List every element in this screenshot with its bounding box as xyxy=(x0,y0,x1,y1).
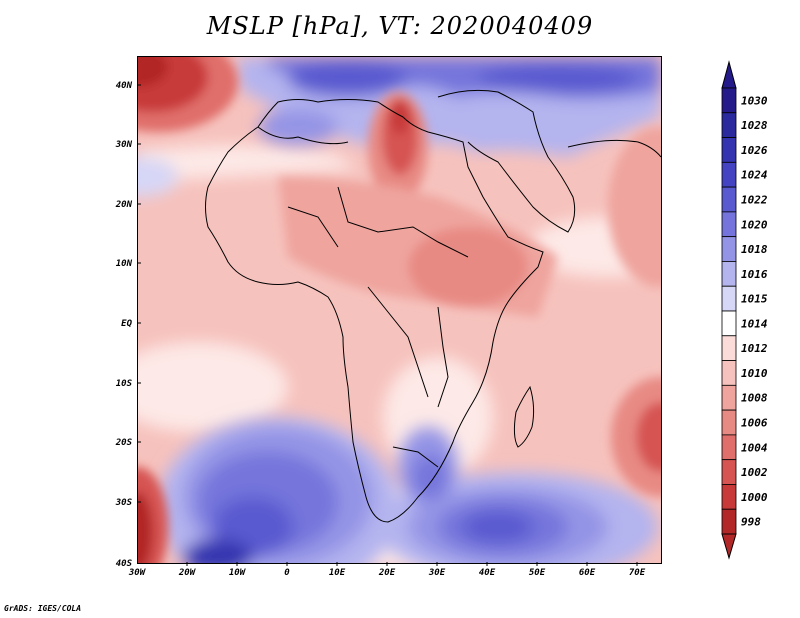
colorbar-label: 998 xyxy=(741,516,761,529)
colorbar-label: 1020 xyxy=(741,218,768,231)
colorbar-cell xyxy=(721,310,737,337)
map-panel xyxy=(137,56,662,564)
colorbar-cells xyxy=(721,87,737,535)
colorbar-cell xyxy=(721,161,737,188)
colorbar-label: 1024 xyxy=(741,169,768,182)
mslp-map xyxy=(138,57,661,563)
colorbar-label: 1018 xyxy=(741,243,768,256)
colorbar-label: 1014 xyxy=(741,317,768,330)
colorbar-label: 1022 xyxy=(741,194,768,207)
colorbar-label: 1006 xyxy=(741,417,768,430)
colorbar-label: 1026 xyxy=(741,144,768,157)
colorbar-labels: 1030 1028 1026 1024 1022 1020 1018 1016 1015 1014… xyxy=(741,94,768,528)
colorbar-cell xyxy=(721,186,737,213)
colorbar-label: 1015 xyxy=(741,293,768,306)
field-low-pressure xyxy=(138,57,661,563)
colorbar-cell xyxy=(721,137,737,163)
colorbar-label: 1016 xyxy=(741,268,768,281)
colorbar-label: 1028 xyxy=(741,119,768,132)
plot-title: MSLP [hPa], VT: 2020040409 xyxy=(206,12,594,40)
colorbar-cell xyxy=(721,384,737,411)
colorbar-cell xyxy=(721,112,737,138)
colorbar-bottom-arrow xyxy=(721,533,737,560)
colorbar-cell xyxy=(721,484,737,510)
colorbar-cell xyxy=(721,236,737,262)
colorbar-label: 1002 xyxy=(741,466,768,479)
colorbar-cell xyxy=(721,360,737,386)
colorbar-top-arrow xyxy=(721,60,737,89)
colorbar-cell xyxy=(721,508,737,535)
colorbar-cell xyxy=(721,434,737,461)
colorbar-cell xyxy=(721,459,737,485)
colorbar-cell xyxy=(721,285,737,312)
coastlines xyxy=(205,89,661,523)
colorbar-label: 1008 xyxy=(741,392,768,405)
colorbar-label: 1030 xyxy=(741,94,768,107)
colorbar-label: 1000 xyxy=(741,491,768,504)
field-high-pressure xyxy=(138,57,661,563)
colorbar-label: 1012 xyxy=(741,342,768,355)
colorbar-cell xyxy=(721,261,737,287)
footer-credit: GrADS: IGES/COLA xyxy=(4,604,82,613)
colorbar-cell xyxy=(721,335,737,361)
colorbar-label: 1010 xyxy=(741,367,768,380)
colorbar-cell xyxy=(721,211,737,238)
colorbar-label: 1004 xyxy=(741,441,768,454)
colorbar-cell xyxy=(721,87,737,114)
colorbar-cell xyxy=(721,409,737,436)
